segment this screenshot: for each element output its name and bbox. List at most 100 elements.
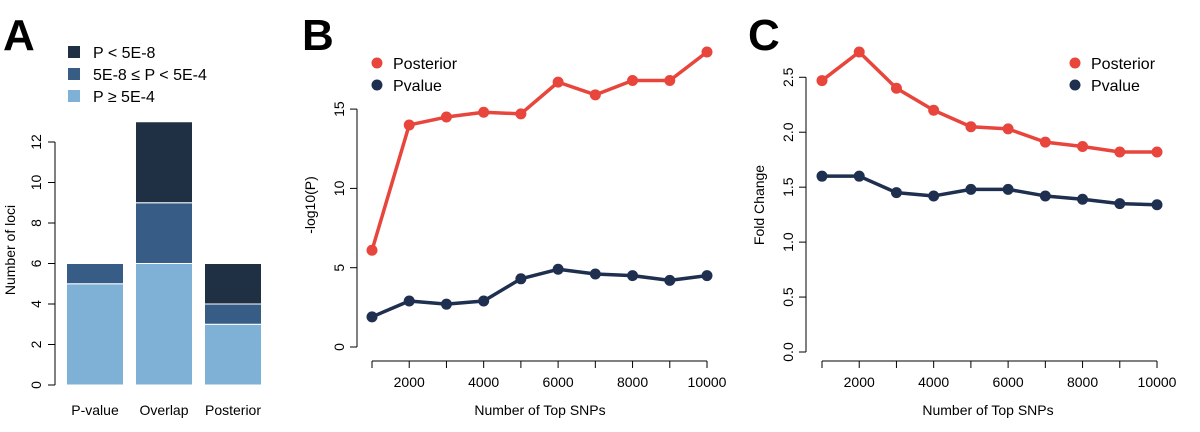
pvalue-point — [1039, 190, 1051, 202]
bar-overlap-series-1 — [135, 202, 193, 264]
posterior-point — [1039, 136, 1051, 148]
pvalue-point — [1114, 198, 1126, 210]
panel-label-a: A — [3, 11, 35, 60]
pvalue-point — [1151, 199, 1163, 211]
x-tick-label: 10000 — [1138, 374, 1177, 390]
pvalue-point — [701, 270, 713, 282]
pvalue-line — [822, 174, 1158, 207]
y-tick-label: 1.5 — [780, 177, 796, 197]
panel-b-x-axis: 2000 4000 6000 8000 10000 — [371, 360, 727, 390]
panel-a-category-labels: P-value Overlap Posterior — [71, 402, 261, 418]
x-tick-label: 8000 — [1067, 374, 1098, 390]
panel-b-x-axis-title: Number of Top SNPs — [474, 402, 605, 418]
x-tick-label: 2000 — [394, 374, 425, 390]
posterior-line — [370, 50, 709, 251]
panel-c-x-axis: 2000 4000 6000 8000 10000 — [821, 360, 1177, 390]
y-tick-label: 0.0 — [780, 342, 796, 362]
y-tick-label: 2 — [28, 340, 44, 348]
panel-a-bars — [66, 121, 262, 386]
legend-swatch — [68, 68, 80, 80]
legend-marker — [1069, 57, 1081, 69]
bar-pvalue-series-1 — [66, 263, 124, 285]
legend-label: P < 5E-8 — [93, 45, 156, 62]
x-tick-label: 2000 — [844, 374, 875, 390]
y-tick-label: 0 — [28, 381, 44, 389]
x-tick-label: 6000 — [993, 374, 1024, 390]
category-label: Posterior — [205, 402, 261, 418]
y-tick-label: 1.0 — [780, 232, 796, 252]
posterior-point — [890, 82, 902, 94]
posterior-point — [664, 75, 676, 87]
posterior-point — [701, 46, 713, 58]
pvalue-point — [403, 295, 415, 307]
panel-a-bar-chart: 0 2 4 6 8 10 12 P-value Overlap Posterior Number… — [2, 45, 262, 418]
pvalue-point — [816, 170, 828, 182]
pvalue-point — [440, 298, 452, 310]
legend-label: Pvalue — [393, 78, 442, 95]
legend-marker — [371, 79, 383, 91]
pvalue-point — [890, 187, 902, 199]
y-tick-label: 15 — [331, 101, 347, 117]
bar-posterior-series-2 — [204, 263, 262, 305]
posterior-point — [589, 89, 601, 101]
panel-a-legend: P < 5E-8 5E-8 ≤ P < 5E-4 P ≥ 5E-4 — [68, 45, 207, 106]
bar-pvalue-series-0 — [66, 283, 124, 386]
posterior-point — [552, 76, 564, 88]
pvalue-point — [552, 263, 564, 275]
y-tick-label: 6 — [28, 259, 44, 267]
pvalue-point — [664, 274, 676, 286]
pvalue-point — [589, 268, 601, 280]
panel-label-c: C — [748, 11, 780, 60]
legend-swatch — [68, 46, 80, 58]
panel-a-y-axis: 0 2 4 6 8 10 12 — [28, 134, 56, 389]
panel-c-y-axis-title: Fold Change — [751, 165, 767, 245]
bar-posterior-series-1 — [204, 303, 262, 325]
y-tick-label: 0 — [331, 343, 347, 351]
x-tick-label: 8000 — [617, 374, 648, 390]
pvalue-point — [928, 190, 940, 202]
posterior-point — [1114, 146, 1126, 158]
pvalue-point — [965, 183, 977, 195]
category-label: P-value — [71, 402, 119, 418]
posterior-point — [366, 244, 378, 256]
panel-a-y-axis-title: Number of loci — [2, 205, 18, 295]
pvalue-point — [627, 270, 639, 282]
pvalue-point — [853, 170, 865, 182]
posterior-point — [853, 46, 865, 58]
posterior-point — [816, 75, 828, 87]
y-tick-label: 12 — [28, 134, 44, 150]
pvalue-point — [1002, 183, 1014, 195]
y-tick-label: 5 — [331, 264, 347, 272]
panel-c-series — [816, 46, 1163, 211]
y-tick-label: 2.5 — [780, 67, 796, 87]
bar-overlap-series-0 — [135, 263, 193, 386]
posterior-point — [1077, 141, 1089, 153]
category-label: Overlap — [139, 402, 188, 418]
panel-b-y-axis: 0 5 10 15 — [331, 101, 358, 351]
legend-label: P ≥ 5E-4 — [93, 89, 155, 106]
panel-label-b: B — [302, 11, 334, 60]
legend-swatch — [68, 90, 80, 102]
posterior-point — [965, 121, 977, 133]
x-tick-label: 6000 — [543, 374, 574, 390]
posterior-point — [440, 111, 452, 123]
panel-c-y-axis: 0.0 0.5 1.0 1.5 2.0 2.5 — [780, 67, 807, 362]
panel-c-legend: Posterior Pvalue — [1069, 56, 1156, 95]
y-tick-label: 8 — [28, 219, 44, 227]
posterior-line — [820, 50, 1157, 154]
y-tick-label: 10 — [28, 175, 44, 191]
posterior-point — [403, 119, 415, 131]
y-tick-label: 0.5 — [780, 287, 796, 307]
posterior-point — [515, 108, 527, 120]
panel-b-y-axis-title: -log10(P) — [302, 176, 318, 234]
pvalue-point — [515, 273, 527, 285]
posterior-point — [928, 104, 940, 116]
panel-b-series — [366, 46, 713, 323]
legend-label: Posterior — [1091, 56, 1156, 73]
legend-marker — [371, 57, 383, 69]
panel-b-legend: Posterior Pvalue — [371, 56, 458, 95]
x-tick-label: 4000 — [468, 374, 499, 390]
legend-label: 5E-8 ≤ P < 5E-4 — [93, 67, 207, 84]
x-tick-label: 10000 — [688, 374, 727, 390]
